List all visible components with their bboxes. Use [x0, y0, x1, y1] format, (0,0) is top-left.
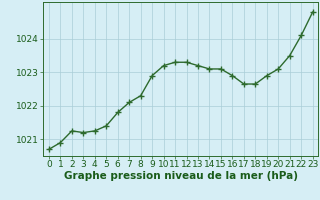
- X-axis label: Graphe pression niveau de la mer (hPa): Graphe pression niveau de la mer (hPa): [64, 171, 298, 181]
